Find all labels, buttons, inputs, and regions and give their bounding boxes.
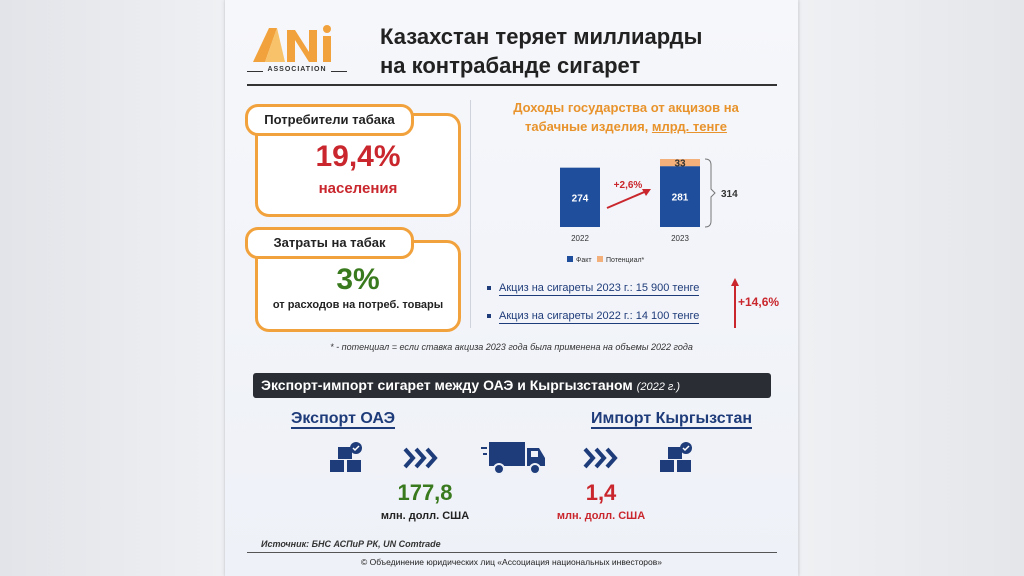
bar-fact-2022 — [560, 167, 600, 227]
truck-icon — [481, 442, 545, 475]
import-unit: млн. долл. США — [556, 510, 646, 522]
arrow-up-icon — [731, 278, 739, 328]
spending-sub: от расходов на потреб. товары — [272, 299, 444, 311]
legend-label-potential: Потенциал* — [606, 257, 645, 264]
copyright: © Объединение юридических лиц «Ассоциаци… — [360, 557, 662, 567]
footnote: * - потенциал = если ставка акциза 2023 … — [330, 342, 693, 352]
consumers-label: Потребители табака — [245, 104, 414, 136]
chart-title-line-2b: млрд. тенге — [651, 119, 727, 134]
title-line-1: Казахстан теряет миллиарды — [380, 24, 703, 49]
spending-label: Затраты на табак — [245, 227, 414, 259]
excise-revenue-chart: 274 2022 281 33 2023 +2,6% 314 Факт Потенциал* — [560, 158, 738, 264]
x-tick-2023: 2023 — [671, 234, 689, 243]
spending-value: 3% — [336, 263, 380, 296]
chart-title-line-1: Доходы государства от акцизов на — [513, 100, 739, 115]
import-heading: Импорт Кыргызстан — [591, 410, 752, 429]
background-right — [800, 0, 1024, 576]
chart-title-line-2a: табачные изделия, — [525, 119, 652, 134]
export-heading: Экспорт ОАЭ — [291, 410, 395, 429]
legend-swatch-fact — [567, 256, 573, 262]
bullet-dot-icon — [487, 286, 491, 291]
boxes-import-icon — [660, 442, 692, 472]
bullet-2023: Акциз на сигареты 2023 г.: 15 900 тенге — [487, 282, 700, 296]
bar-label-fact-2022: 274 — [572, 193, 589, 204]
bar-label-potential-2023: 33 — [674, 159, 686, 170]
background-left — [0, 0, 224, 576]
banner-text: Экспорт-импорт сигарет между ОАЭ и Кыргы… — [261, 377, 637, 393]
chart-title: Доходы государства от акцизов на табачны… — [481, 98, 771, 136]
section-divider — [470, 100, 471, 328]
growth-arrow-head-icon — [642, 189, 651, 196]
title-line-2: на контрабанде сигарет — [380, 53, 641, 78]
legend-label-fact: Факт — [576, 257, 592, 264]
excise-growth-label: +14,6% — [738, 295, 780, 309]
banner-year: (2022 г.) — [636, 381, 681, 393]
growth-label: +2,6% — [614, 180, 643, 191]
trade-banner: Экспорт-импорт сигарет между ОАЭ и Кыргы… — [253, 373, 771, 398]
footer-divider — [247, 552, 777, 553]
bar-potential-2023 — [660, 159, 700, 167]
legend-swatch-potential — [597, 256, 603, 262]
bullet-dot-icon — [487, 314, 491, 319]
boxes-export-icon — [330, 442, 362, 472]
bar-label-fact-2023: 281 — [672, 193, 689, 204]
chevrons-right-icon — [583, 447, 618, 469]
consumers-value: 19,4% — [315, 140, 401, 173]
total-brace — [704, 158, 716, 228]
page-title: Казахстан теряет миллиарды на контрабанд… — [380, 22, 780, 80]
growth-arrow-line — [606, 189, 650, 209]
export-unit: млн. долл. США — [380, 510, 470, 522]
infographic-poster: ASSOCIATION Казахстан теряет миллиарды н… — [225, 0, 798, 576]
source-note: Источник: БНС АСПиР РК, UN Comtrade — [261, 539, 441, 549]
ani-logo-mark-icon — [253, 25, 331, 62]
import-value: 1,4 — [585, 480, 617, 505]
bullet-2022: Акциз на сигареты 2022 г.: 14 100 тенге — [487, 310, 700, 324]
ani-logo: ASSOCIATION — [247, 22, 347, 80]
chevrons-right-icon — [403, 447, 438, 469]
bar-fact-2023 — [660, 166, 700, 227]
total-label: 314 — [721, 189, 738, 200]
export-value: 177,8 — [397, 480, 453, 505]
title-divider — [247, 84, 777, 86]
x-tick-2022: 2022 — [571, 234, 589, 243]
logo-subtitle: ASSOCIATION — [247, 66, 347, 73]
consumers-sub: населения — [318, 180, 398, 197]
